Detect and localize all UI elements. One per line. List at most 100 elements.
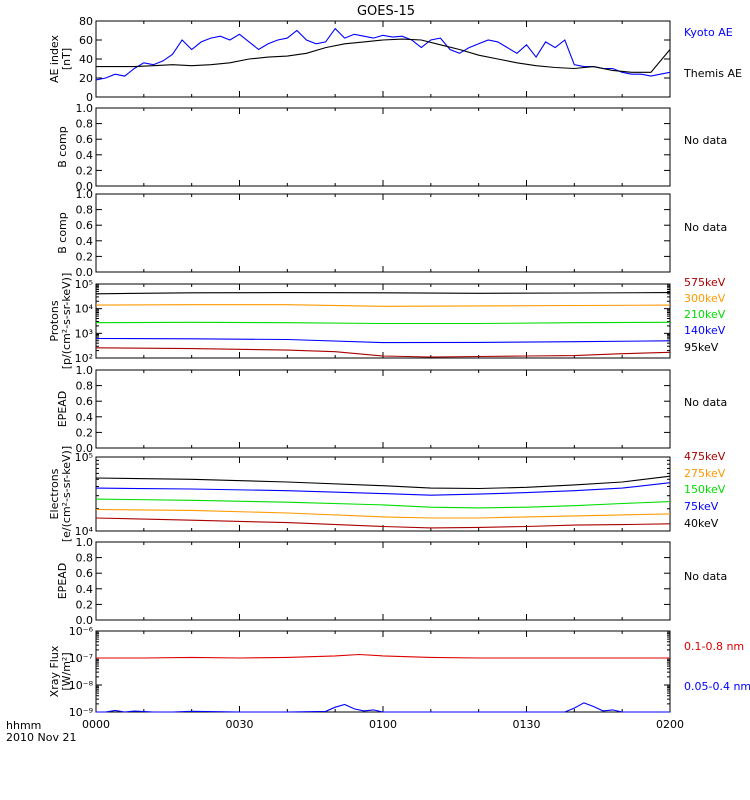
panel-b-comp-1: 0.0 0.2 0.4 0.6 0.8 1.0 B comp No data xyxy=(56,102,727,193)
y-tick-label: 0.2 xyxy=(76,598,94,611)
series-line-475kev xyxy=(95,475,671,490)
series-line-75kev xyxy=(95,508,671,519)
y-tick-label: 0.4 xyxy=(76,411,94,424)
y-tick-label: 0.4 xyxy=(76,235,94,248)
y-tick-label: 0.2 xyxy=(76,426,94,439)
series-line-0-05-0-4-nm xyxy=(96,702,670,713)
panel-protons: 10² 10³ 10⁴ 10⁵ Protons [p/(cm²-s-sr-keV)] 575… xyxy=(48,273,726,370)
y-axis-label: [e/(cm²-s-sr-keV)] xyxy=(60,446,73,542)
series-line-themis-ae xyxy=(96,38,671,73)
y-tick-label: 0.0 xyxy=(76,614,94,627)
y-tick-label: 0.0 xyxy=(76,180,94,193)
y-axis-label: EPEAD xyxy=(56,563,69,600)
y-tick-label: 10⁵ xyxy=(75,451,93,464)
legend-entry: 275keV xyxy=(684,467,726,480)
y-tick-label: 10³ xyxy=(75,327,93,340)
y-axis-label: Xray Flux xyxy=(48,645,61,697)
series-line-275kev xyxy=(95,482,671,496)
panel-frame xyxy=(95,630,671,713)
y-tick-label: 10² xyxy=(75,352,93,365)
series-line-140kev xyxy=(95,337,671,344)
y-tick-label: 0.6 xyxy=(76,395,94,408)
y-tick-label: 0.0 xyxy=(76,266,94,279)
y-tick-label: 0.2 xyxy=(76,164,94,177)
panel-frame xyxy=(95,541,671,621)
y-tick-label: 60 xyxy=(79,34,93,47)
legend-entry: 0.1-0.8 nm xyxy=(684,640,744,653)
time-axis-label-hhmm: hhmm xyxy=(6,719,41,732)
y-tick-label: 0.6 xyxy=(76,567,94,580)
legend-entry: Kyoto AE xyxy=(684,26,733,39)
series-line-210kev xyxy=(95,321,671,325)
y-tick-label: 0 xyxy=(86,91,93,104)
y-tick-label: 10⁻⁷ xyxy=(69,652,93,665)
time-tick-label: 0000 xyxy=(82,718,110,731)
panel-frame xyxy=(95,107,671,187)
series-line-0-1-0-8-nm xyxy=(96,653,670,659)
y-tick-label: 1.0 xyxy=(76,364,94,377)
y-tick-label: 0.0 xyxy=(76,442,94,455)
legend-entry: 210keV xyxy=(684,308,726,321)
y-tick-label: 20 xyxy=(79,72,93,85)
panel-ae: 0 20 40 60 80 AE index [nT] Kyoto AE Themis AE xyxy=(48,15,742,104)
y-tick-label: 40 xyxy=(79,53,93,66)
y-axis-label: B comp xyxy=(56,126,69,168)
y-tick-label: 0.8 xyxy=(76,380,94,393)
legend-entry: No data xyxy=(684,221,727,234)
y-tick-label: 0.8 xyxy=(76,118,94,131)
y-axis-label: [W/m²] xyxy=(60,652,73,690)
y-axis-label: [p/(cm²-s-sr-keV)] xyxy=(60,273,73,370)
y-tick-label: 1.0 xyxy=(76,536,94,549)
time-tick-label: 0030 xyxy=(226,718,254,731)
legend-entry: 575keV xyxy=(684,276,726,289)
time-axis: 0000 0030 0100 0130 0200 xyxy=(82,718,684,731)
y-axis-label: B comp xyxy=(56,212,69,254)
y-axis-label: [nT] xyxy=(60,48,73,70)
y-tick-label: 0.2 xyxy=(76,250,94,263)
legend-entry: No data xyxy=(684,570,727,583)
y-tick-label: 10⁵ xyxy=(75,278,93,291)
y-tick-label: 10⁻⁶ xyxy=(69,625,94,638)
y-tick-label: 80 xyxy=(79,15,93,28)
legend-entry: 475keV xyxy=(684,450,726,463)
panel-b-comp-2: 0.0 0.2 0.4 0.6 0.8 1.0 B comp No data xyxy=(56,188,727,279)
series-line-kyoto-ae xyxy=(95,27,671,81)
plot-title: GOES-15 xyxy=(357,4,415,19)
y-tick-label: 0.4 xyxy=(76,583,94,596)
legend-entry: Themis AE xyxy=(683,67,742,80)
y-tick-label: 10⁴ xyxy=(75,303,94,316)
y-tick-label: 0.6 xyxy=(76,133,94,146)
legend-entry: 150keV xyxy=(684,483,726,496)
panel-epead-2: 0.0 0.2 0.4 0.6 0.8 1.0 EPEAD No data xyxy=(56,536,727,627)
y-tick-label: 10⁻⁸ xyxy=(69,679,94,692)
panel-epead-1: 0.0 0.2 0.4 0.6 0.8 1.0 EPEAD No data xyxy=(56,364,727,455)
series-line-40kev xyxy=(95,517,671,529)
panel-frame xyxy=(95,193,671,273)
y-tick-label: 1.0 xyxy=(76,188,94,201)
y-tick-label: 0.8 xyxy=(76,204,94,217)
series-line-575kev xyxy=(95,292,671,295)
time-tick-label: 0130 xyxy=(513,718,541,731)
panels: 0 20 40 60 80 AE index [nT] Kyoto AE Themis AE 0.… xyxy=(48,15,750,719)
y-tick-label: 0.6 xyxy=(76,219,94,232)
y-tick-label: 0.8 xyxy=(76,552,94,565)
y-axis-label: EPEAD xyxy=(56,391,69,428)
y-tick-label: 1.0 xyxy=(76,102,94,115)
panel-xray: 10⁻⁹ 10⁻⁸ 10⁻⁷ 10⁻⁶ Xray Flux [W/m²] 0.1-0.8 n… xyxy=(48,625,750,719)
series-line-300kev xyxy=(95,304,671,307)
panel-frame xyxy=(95,283,671,359)
legend-entry: 300keV xyxy=(684,292,726,305)
legend-entry: 140keV xyxy=(684,324,726,337)
y-axis-label: Protons xyxy=(48,300,61,341)
panel-frame xyxy=(95,369,671,449)
legend-entry: No data xyxy=(684,396,727,409)
time-axis-date: 2010 Nov 21 xyxy=(6,731,76,744)
y-tick-label: 10⁴ xyxy=(75,525,94,538)
series-line-150kev xyxy=(95,498,671,509)
y-axis-label: AE index xyxy=(48,34,61,83)
legend-entry: 75keV xyxy=(684,500,719,513)
y-axis-label: Electrons xyxy=(48,468,61,519)
panel-frame xyxy=(95,20,671,98)
time-tick-label: 0200 xyxy=(656,718,684,731)
